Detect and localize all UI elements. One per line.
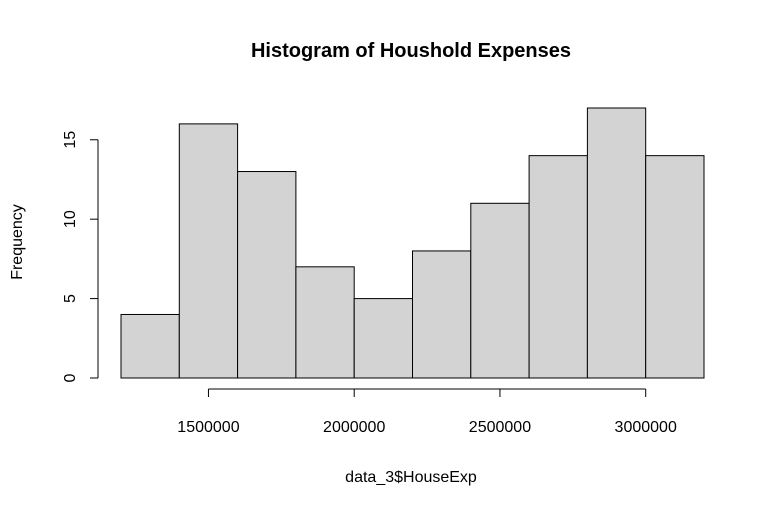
histogram-bar-10 [645, 155, 705, 379]
histogram-bar-1 [120, 313, 180, 379]
histogram-bar-8 [528, 155, 588, 379]
x-tick-label: 2500000 [469, 419, 531, 436]
y-axis: 0 5 10 15 [62, 131, 99, 382]
histogram-bar-6 [412, 250, 472, 379]
bars-group [120, 107, 705, 379]
histogram-bar-7 [470, 202, 530, 379]
histogram-bar-2 [178, 123, 239, 379]
y-tick-label: 5 [62, 294, 79, 303]
y-axis-label: Frequency [9, 204, 26, 280]
histogram-bar-9 [586, 107, 647, 379]
y-tick-label: 0 [62, 373, 79, 382]
x-ticks: 1500000 2000000 2500000 3000000 [177, 389, 677, 436]
x-tick-label: 2000000 [323, 419, 385, 436]
y-ticks: 0 5 10 15 [62, 131, 98, 382]
histogram-bar-5 [353, 298, 414, 379]
y-tick-label: 15 [62, 131, 79, 149]
histogram-bar-4 [295, 266, 355, 379]
x-tick-label: 1500000 [177, 419, 239, 436]
x-tick-label: 3000000 [615, 419, 677, 436]
histogram-bar-3 [237, 171, 297, 379]
y-tick-label: 10 [62, 210, 79, 228]
x-axis-label: data_3$HouseExp [345, 469, 477, 486]
x-axis: 1500000 2000000 2500000 3000000 [177, 388, 677, 436]
chart-title: Histogram of Houshold Expenses [251, 40, 571, 62]
